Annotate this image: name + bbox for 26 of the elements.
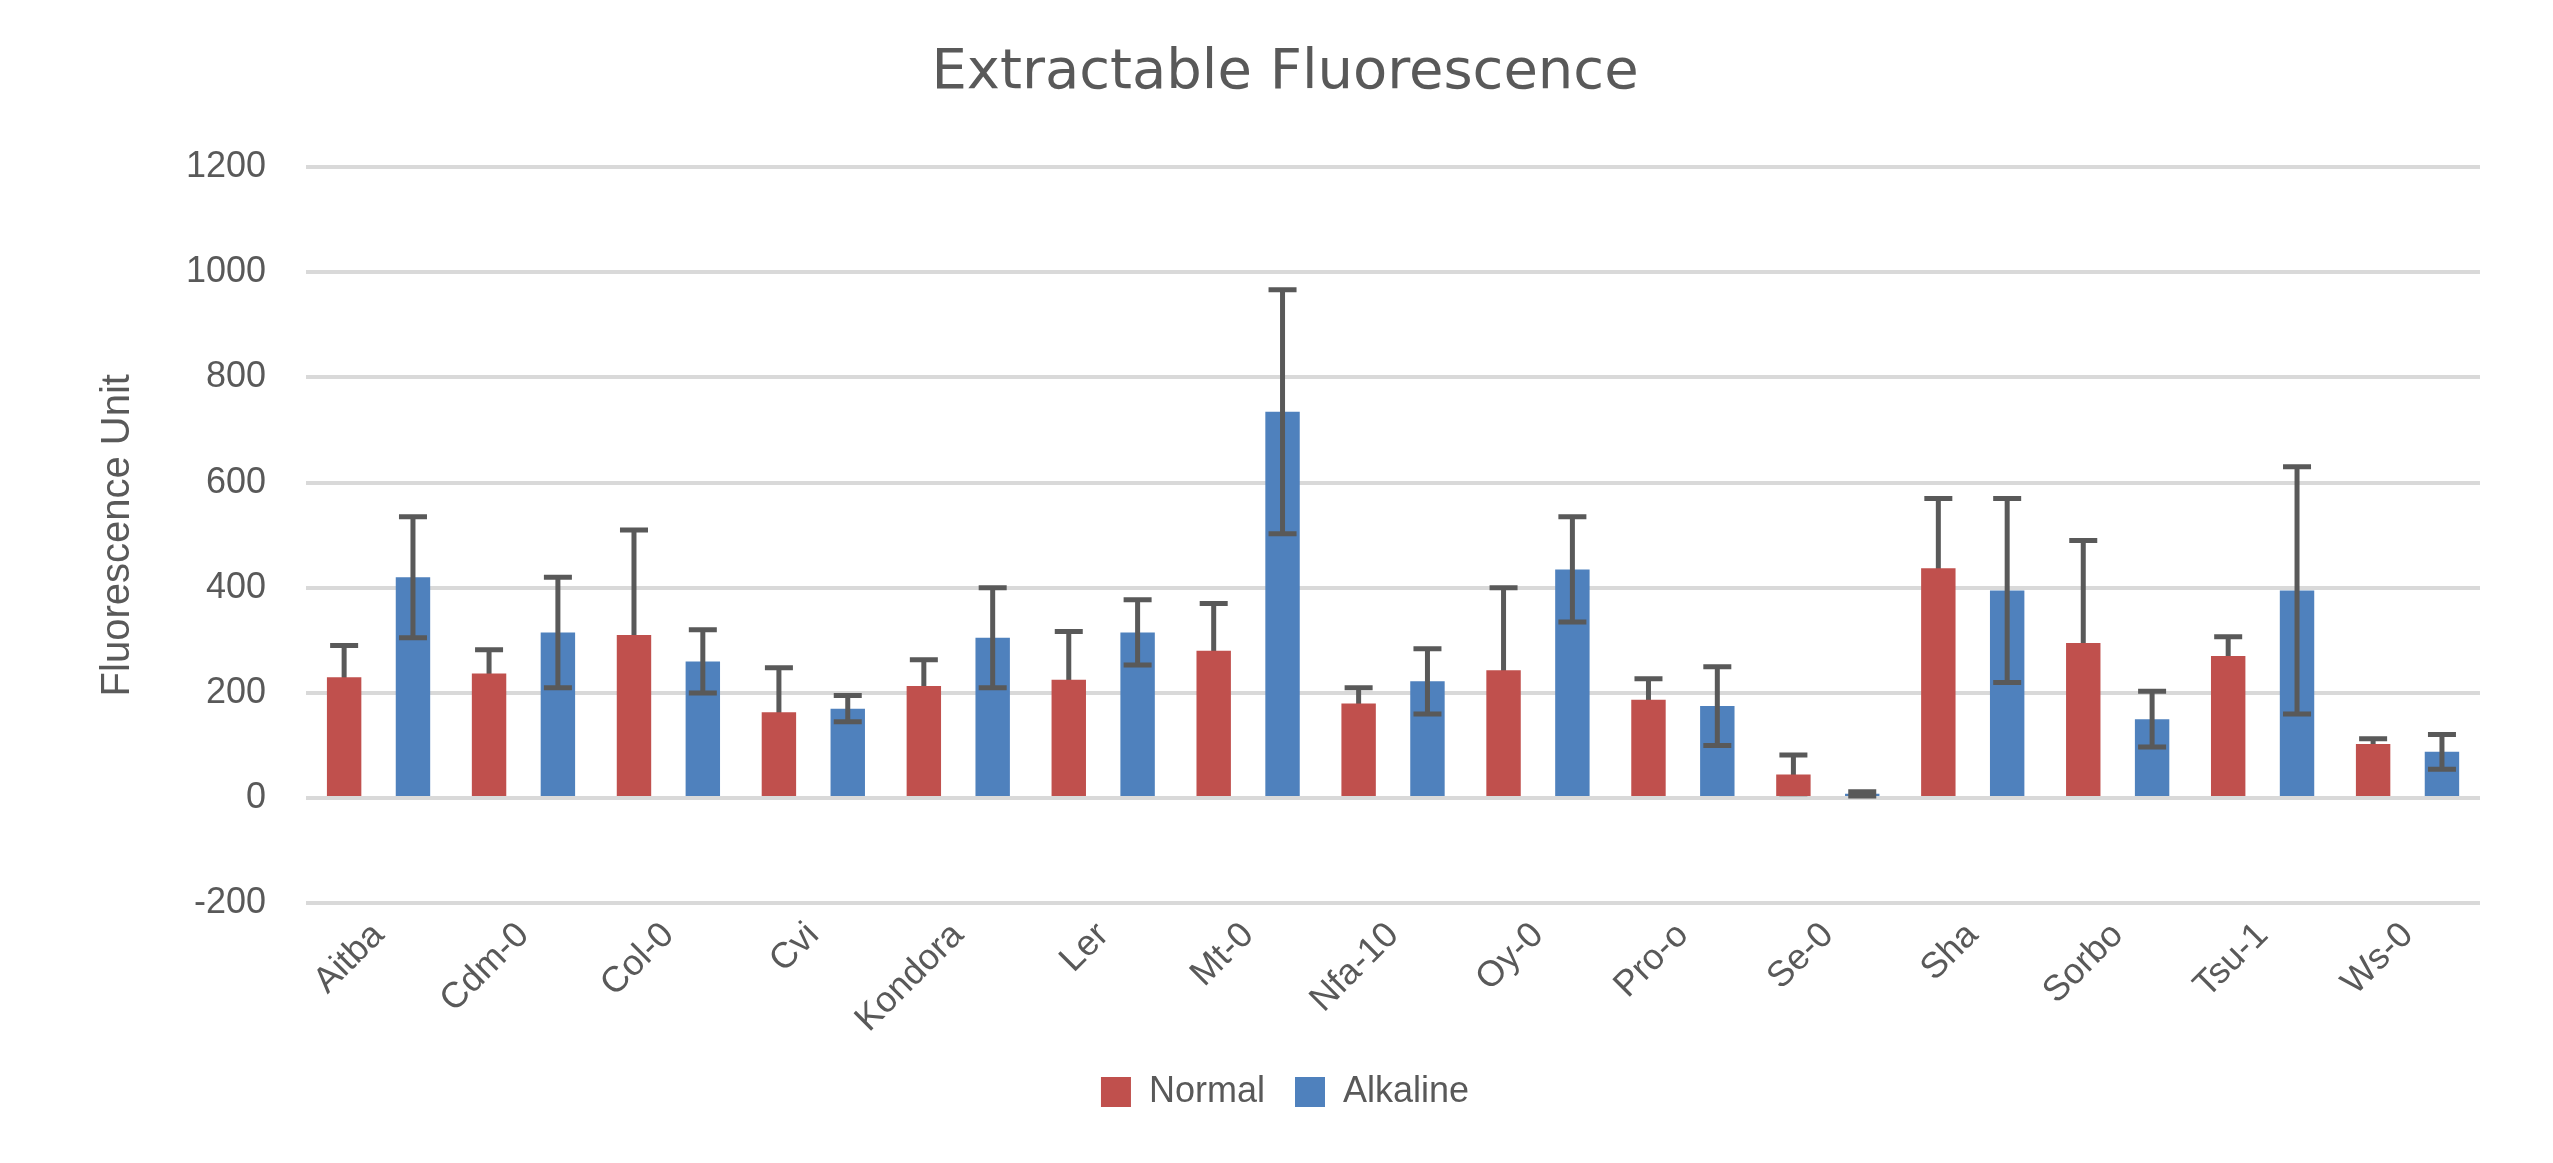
bar xyxy=(830,708,865,797)
chart-title: Extractable Fluorescence xyxy=(931,36,1639,102)
y-tick-label: 600 xyxy=(206,459,267,501)
y-tick-label: 800 xyxy=(206,354,267,396)
bar xyxy=(395,577,431,797)
bar xyxy=(975,637,1010,797)
bar xyxy=(1555,569,1590,797)
x-tick-label: Cvi xyxy=(760,913,827,979)
y-axis-title: Fluorescence Unit xyxy=(93,374,138,697)
bar xyxy=(1265,411,1300,797)
x-tick-label: Ler xyxy=(1050,913,1116,979)
bar xyxy=(1776,774,1811,797)
bar xyxy=(1989,590,2025,797)
bar xyxy=(1120,632,1155,797)
y-tick-label: 0 xyxy=(246,774,267,816)
bar xyxy=(1410,681,1445,797)
legend-label: Alkaline xyxy=(1342,1068,1470,1110)
y-tick-label: 1200 xyxy=(185,144,267,186)
legend-label: Normal xyxy=(1148,1068,1265,1110)
bar xyxy=(685,661,721,797)
x-tick-label: Sha xyxy=(1911,912,1987,988)
y-tick-label: -200 xyxy=(194,880,267,922)
bar xyxy=(540,632,576,797)
y-tick-label: 1000 xyxy=(185,249,267,291)
y-tick-label: 200 xyxy=(206,669,267,711)
y-tick-label: 400 xyxy=(206,564,267,606)
